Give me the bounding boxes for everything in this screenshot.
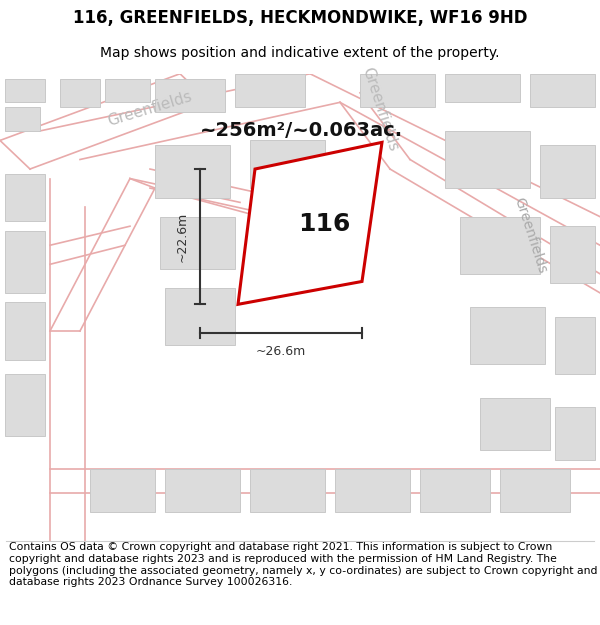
Text: ~256m²/~0.063ac.: ~256m²/~0.063ac. [200, 121, 403, 141]
Polygon shape [155, 79, 225, 112]
Polygon shape [250, 469, 325, 512]
Polygon shape [165, 469, 240, 512]
Text: Map shows position and indicative extent of the property.: Map shows position and indicative extent… [100, 46, 500, 60]
Text: Contains OS data © Crown copyright and database right 2021. This information is : Contains OS data © Crown copyright and d… [9, 542, 598, 587]
Polygon shape [165, 288, 235, 345]
Polygon shape [550, 226, 595, 283]
Polygon shape [238, 142, 382, 304]
Polygon shape [480, 398, 550, 450]
Polygon shape [5, 79, 45, 102]
Polygon shape [5, 374, 45, 436]
Text: Greenfields: Greenfields [106, 89, 194, 129]
Polygon shape [90, 469, 155, 512]
Polygon shape [360, 74, 435, 107]
Polygon shape [555, 317, 595, 374]
Polygon shape [235, 74, 305, 107]
Polygon shape [470, 307, 545, 364]
Polygon shape [105, 79, 150, 102]
Text: Greenfields: Greenfields [359, 65, 401, 153]
Polygon shape [5, 174, 45, 221]
Text: 116, GREENFIELDS, HECKMONDWIKE, WF16 9HD: 116, GREENFIELDS, HECKMONDWIKE, WF16 9HD [73, 9, 527, 28]
Polygon shape [60, 79, 100, 107]
Text: Greenfields: Greenfields [511, 196, 549, 276]
Polygon shape [540, 145, 595, 198]
Text: ~22.6m: ~22.6m [176, 211, 188, 262]
Polygon shape [530, 74, 595, 107]
Polygon shape [5, 107, 40, 131]
Polygon shape [5, 231, 45, 293]
Polygon shape [155, 145, 230, 198]
Polygon shape [460, 217, 540, 274]
Polygon shape [5, 302, 45, 359]
Polygon shape [250, 141, 325, 188]
Polygon shape [420, 469, 490, 512]
Polygon shape [500, 469, 570, 512]
Polygon shape [160, 217, 235, 269]
Text: 116: 116 [298, 213, 350, 236]
Polygon shape [255, 202, 325, 255]
Polygon shape [445, 74, 520, 102]
Polygon shape [555, 408, 595, 459]
Polygon shape [445, 131, 530, 188]
Polygon shape [335, 469, 410, 512]
Text: ~26.6m: ~26.6m [256, 346, 306, 359]
